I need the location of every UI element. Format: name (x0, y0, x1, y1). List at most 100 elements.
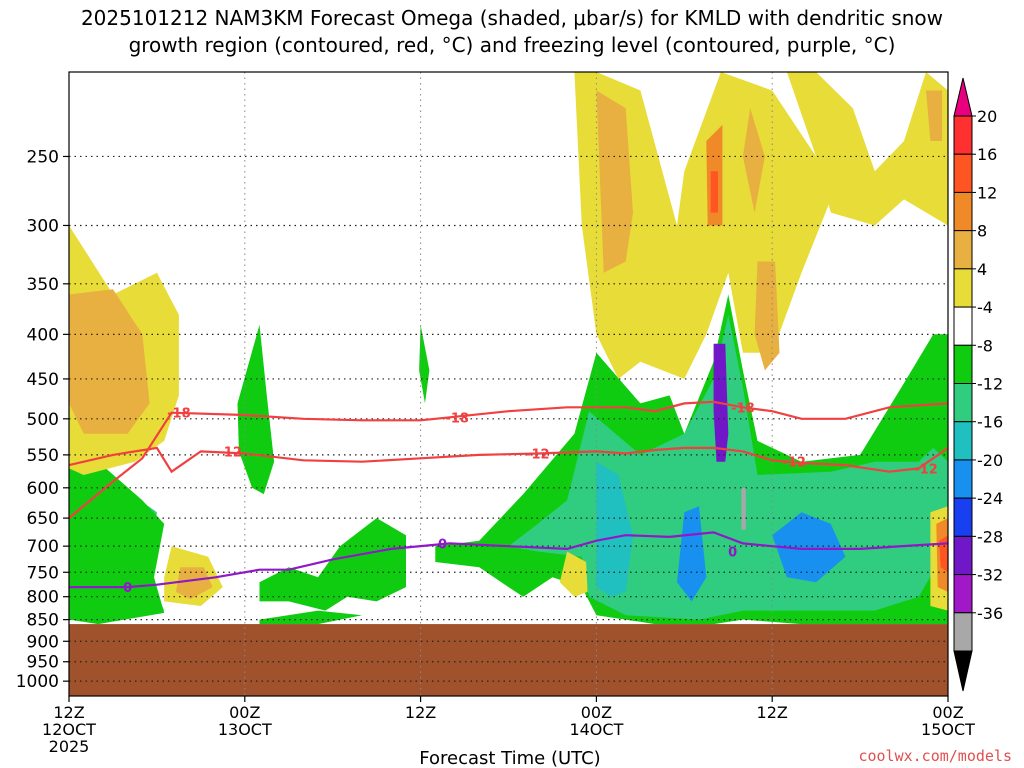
colorbar-bottom-arrow (953, 650, 973, 692)
y-tick-label: 800 (27, 588, 59, 608)
colorbar: 20 16 12 8 4 -4 -8 -12 -16 -20 -24 -28 -32 -36 (953, 77, 1003, 692)
contour-label: -12 (782, 456, 806, 471)
colorbar-label: 4 (977, 260, 987, 279)
colorbar-label: -28 (977, 527, 1003, 546)
contour-label: 0 (438, 537, 447, 552)
x-tick-label: 12OCT (42, 720, 96, 739)
temperature-contours (69, 400, 948, 589)
omega-region-sink-upper-orange3 (742, 108, 765, 213)
colorbar-label: 20 (977, 107, 997, 126)
contour-label: -18 (167, 407, 191, 422)
omega-region-lift-base-green (259, 610, 362, 625)
colorbar-box (953, 115, 973, 155)
contour-label: -12 (218, 445, 242, 460)
colorbar-box (953, 383, 973, 423)
y-tick-label: 500 (27, 410, 59, 430)
y-tick-label: 300 (27, 216, 59, 236)
omega-region-lift-right-blue (772, 512, 846, 583)
x-tick-label: 12Z (757, 703, 788, 722)
y-tick-label: 850 (27, 611, 59, 631)
colorbar-label: -32 (977, 566, 1003, 585)
chart-title-line2: growth region (contoured, red, °C) and f… (129, 33, 896, 57)
colorbar-label: -8 (977, 336, 993, 355)
colorbar-box (953, 612, 973, 652)
colorbar-box (953, 344, 973, 384)
colorbar-label: 16 (977, 145, 997, 164)
colorbar-label: -12 (977, 375, 1003, 394)
y-axis-ticks: 2503003504004505005506006507007508008509… (16, 147, 69, 692)
y-tick-label: 600 (27, 479, 59, 499)
omega-region-lift-core-blue (677, 506, 707, 602)
contour-label: -12 (526, 448, 550, 463)
x-tick-label: 14OCT (569, 720, 623, 739)
omega-region-lift-main-blue (596, 461, 633, 597)
colorbar-label: -20 (977, 451, 1003, 470)
omega-region-lift-small-green (419, 324, 430, 404)
omega-region-sink-upper-orange (596, 90, 633, 273)
colorbar-box (953, 153, 973, 193)
contour-label: 0 (123, 581, 132, 596)
omega-region-sink-upper-red (710, 171, 718, 213)
ground-terrain (69, 624, 948, 696)
colorbar-label: -16 (977, 413, 1003, 432)
colorbar-label: -36 (977, 604, 1003, 623)
colorbar-box (953, 497, 973, 537)
colorbar-label: 8 (977, 222, 987, 241)
x-tick-label: 15OCT (921, 720, 975, 739)
y-tick-label: 750 (27, 563, 59, 583)
y-tick-label: 450 (27, 370, 59, 390)
x-tick-label: 00Z (932, 703, 963, 722)
colorbar-box (953, 230, 973, 270)
x-tick-label: 00Z (581, 703, 612, 722)
omega-region-sink-upper-yellow2 (786, 72, 948, 226)
omega-region-lift-col-green (237, 324, 275, 495)
omega-region-sink-upper-orange4 (926, 90, 943, 141)
colorbar-label: -4 (977, 298, 993, 317)
y-tick-label: 250 (27, 147, 59, 167)
colorbar-box (953, 535, 973, 576)
contour-labels: -18 -18 -18 -12 -12 -12 -12 0 0 0 (123, 401, 938, 596)
colorbar-box (953, 459, 973, 499)
contour-label: -18 (731, 401, 755, 416)
x-tick-label: 00Z (229, 703, 260, 722)
y-tick-label: 650 (27, 509, 59, 529)
omega-region-lift-early-green (69, 433, 165, 625)
contour-line--18 (69, 400, 948, 519)
x-tick-label: 12Z (405, 703, 436, 722)
contour-label: 0 (728, 546, 737, 561)
y-tick-label: 900 (27, 632, 59, 652)
y-tick-label: 950 (27, 653, 59, 673)
y-tick-label: 700 (27, 537, 59, 557)
x-axis-label: Forecast Time (UTC) (419, 748, 600, 768)
omega-region-lift-core-black (741, 487, 746, 530)
colorbar-box (953, 574, 973, 614)
contour-label: -12 (914, 462, 938, 477)
omega-region-sink-mid-yellow (559, 551, 588, 597)
x-tick-label: 12Z (53, 703, 84, 722)
contour-label: -18 (445, 411, 469, 426)
colorbar-box (953, 191, 973, 232)
x-tick-label: 2025 (49, 737, 90, 756)
colorbar-box (953, 268, 973, 308)
omega-region-sink-low-orange (175, 567, 213, 600)
chart-title-line1: 2025101212 NAM3KM Forecast Omega (shaded… (81, 6, 943, 30)
colorbar-label: 12 (977, 183, 997, 202)
x-tick-label: 13OCT (218, 720, 272, 739)
grid-lines (69, 72, 948, 696)
y-tick-label: 1000 (16, 672, 59, 692)
colorbar-label: -24 (977, 489, 1003, 508)
y-tick-label: 550 (27, 446, 59, 466)
colorbar-top-arrow (953, 77, 973, 117)
colorbar-box (953, 421, 973, 461)
colorbar-box (953, 306, 973, 346)
omega-region-sink-early-orange (69, 289, 150, 434)
plot-frame (68, 71, 949, 697)
credit-text: coolwx.com/models (858, 747, 1012, 765)
y-tick-label: 400 (27, 325, 59, 345)
y-tick-label: 350 (27, 275, 59, 295)
contour-line--12 (69, 446, 948, 474)
omega-region-sink-right-orange (754, 261, 780, 371)
omega-region-lift-mid-green (259, 518, 406, 611)
